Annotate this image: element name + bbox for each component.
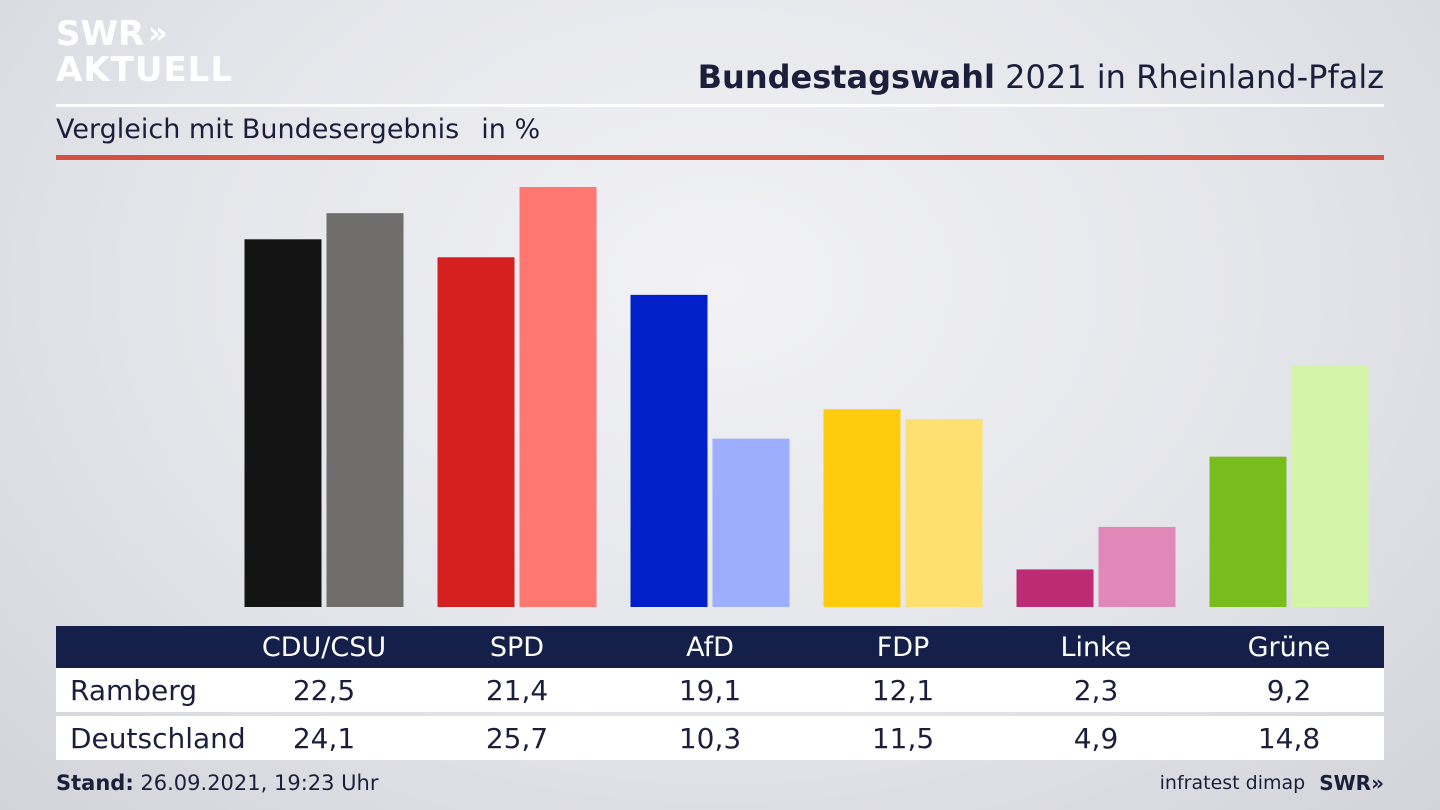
bar-cducsu-deutschland: [326, 213, 404, 607]
stand-value: 26.09.2021, 19:23 Uhr: [133, 771, 379, 795]
value-cell: 14,8: [1257, 721, 1321, 755]
value-cell: 12,1: [871, 673, 935, 707]
row-label: Deutschland: [70, 721, 246, 755]
table-row: Deutschland 24,1 25,7 10,3 11,5 4,9 14,8: [56, 716, 1384, 760]
stand-label: Stand:: [56, 771, 134, 795]
row-label: Ramberg: [70, 673, 198, 707]
value-cell: 9,2: [1266, 673, 1312, 707]
bar-grüne-ramberg: [1209, 456, 1287, 607]
column-header: SPD: [489, 631, 545, 663]
value-cell: 22,5: [292, 673, 356, 707]
logo-line2: AKTUELL: [56, 50, 234, 90]
timestamp: Stand: 26.09.2021, 19:23 Uhr: [56, 771, 379, 795]
value-cell: 19,1: [678, 673, 742, 707]
column-header: Linke: [1060, 631, 1132, 663]
bar-fdp-ramberg: [823, 409, 901, 607]
source-credit: infratest dimap SWR»: [1160, 771, 1384, 795]
bar-grüne-deutschland: [1291, 365, 1369, 607]
column-header: Grüne: [1247, 631, 1331, 663]
column-header: AfD: [686, 631, 734, 663]
title-rest: 2021 in Rheinland-Pfalz: [995, 58, 1384, 96]
value-cell: 2,3: [1073, 673, 1119, 707]
value-cell: 24,1: [292, 721, 356, 755]
title-divider: [56, 104, 1384, 107]
subtitle-text: Vergleich mit Bundesergebnis: [56, 114, 460, 145]
bar-afd-ramberg: [630, 294, 708, 607]
bar-afd-deutschland: [712, 438, 790, 607]
value-cell: 21,4: [485, 673, 549, 707]
bar-spd-ramberg: [437, 257, 515, 607]
bar-linke-ramberg: [1016, 569, 1094, 607]
swr-aktuell-logo: SWR» AKTUELL: [56, 16, 233, 88]
value-cell: 11,5: [871, 721, 935, 755]
title-bold: Bundestagswahl: [697, 58, 995, 96]
results-table: CDU/CSU SPD AfD FDP Linke Grüne Ramberg 22,5 21…: [56, 626, 1384, 760]
bar-linke-deutschland: [1098, 526, 1176, 607]
column-header: CDU/CSU: [261, 631, 387, 663]
logo-line1: SWR: [56, 14, 145, 54]
unit-label: in %: [481, 114, 541, 145]
chart-subtitle: Vergleich mit Bundesergebnis in %: [56, 114, 540, 145]
bar-spd-deutschland: [519, 187, 597, 607]
value-cell: 25,7: [485, 721, 549, 755]
brand-label: SWR»: [1319, 771, 1384, 795]
column-header: FDP: [876, 631, 930, 663]
bar-chart: [244, 187, 1369, 607]
bar-fdp-deutschland: [905, 419, 983, 607]
table-row: Ramberg 22,5 21,4 19,1 12,1 2,3 9,2: [56, 668, 1384, 712]
bar-cducsu-ramberg: [244, 239, 322, 607]
value-cell: 4,9: [1073, 721, 1119, 755]
value-cell: 10,3: [678, 721, 742, 755]
table-header-row: CDU/CSU SPD AfD FDP Linke Grüne: [56, 626, 1384, 668]
accent-rule: [56, 155, 1384, 160]
page-title: Bundestagswahl 2021 in Rheinland-Pfalz: [698, 58, 1384, 96]
source-label: infratest dimap: [1159, 772, 1306, 794]
